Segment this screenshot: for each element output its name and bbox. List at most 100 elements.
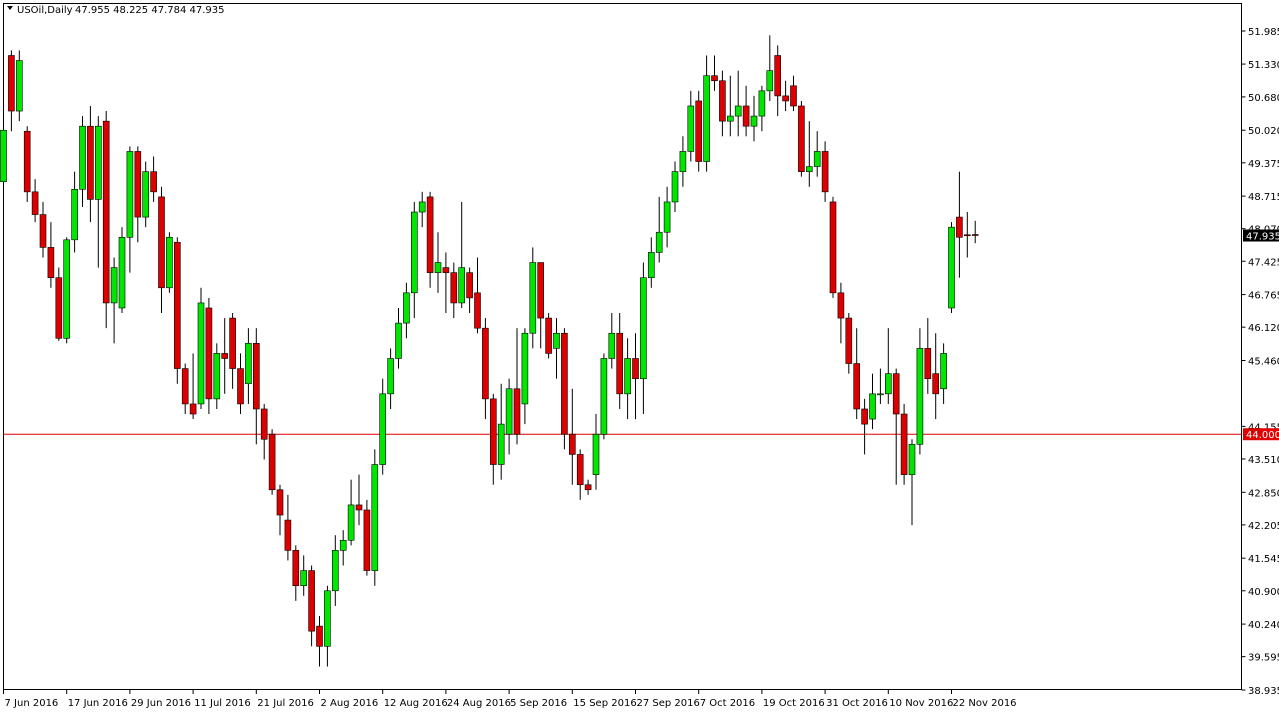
candle-body bbox=[339, 539, 347, 551]
candle-body bbox=[355, 504, 363, 511]
candle-body bbox=[134, 151, 142, 218]
candle-body bbox=[529, 262, 537, 334]
candle bbox=[956, 171, 963, 278]
x-tick-label: 22 Nov 2016 bbox=[953, 698, 1017, 709]
y-tick-label: 41.545 bbox=[1248, 554, 1279, 565]
candle-body bbox=[47, 247, 55, 278]
candle bbox=[268, 429, 276, 495]
candle-body bbox=[482, 327, 489, 400]
y-tick-label: 38.935 bbox=[1248, 686, 1279, 697]
y-tick-label: 40.240 bbox=[1248, 620, 1279, 631]
candle bbox=[379, 378, 387, 475]
candle-body bbox=[489, 398, 497, 465]
candle bbox=[174, 237, 181, 384]
candle-body bbox=[884, 373, 892, 395]
candle-body bbox=[79, 125, 86, 190]
candle bbox=[142, 161, 149, 228]
candle-body bbox=[474, 292, 481, 329]
candle-body bbox=[253, 343, 260, 410]
candle-body bbox=[87, 125, 94, 200]
candle-body bbox=[790, 85, 797, 107]
candle-body bbox=[853, 363, 861, 410]
candle bbox=[513, 328, 521, 445]
candle bbox=[466, 267, 473, 314]
candle bbox=[213, 343, 221, 409]
candle bbox=[719, 70, 726, 137]
candle bbox=[79, 116, 86, 207]
candle bbox=[837, 282, 845, 344]
candle-body bbox=[102, 120, 110, 304]
candle bbox=[260, 403, 268, 460]
y-tick-label: 51.985 bbox=[1248, 27, 1279, 38]
candle bbox=[110, 257, 118, 344]
x-tick-label: 24 Aug 2016 bbox=[447, 698, 511, 709]
candle bbox=[529, 247, 537, 349]
candle bbox=[363, 499, 371, 576]
candle-body bbox=[371, 464, 379, 571]
candle-body bbox=[837, 292, 845, 319]
candle bbox=[276, 484, 284, 536]
candle bbox=[576, 449, 584, 500]
candle bbox=[758, 85, 766, 132]
y-tick-label: 46.120 bbox=[1248, 323, 1279, 334]
candle-body bbox=[174, 242, 181, 369]
symbol-timeframe: USOil,Daily bbox=[17, 5, 73, 16]
x-tick-label: 5 Sep 2016 bbox=[510, 698, 567, 709]
x-tick-label: 10 Nov 2016 bbox=[889, 698, 953, 709]
candle-body bbox=[324, 590, 331, 647]
candle bbox=[237, 353, 244, 415]
candle bbox=[750, 95, 758, 142]
candle bbox=[734, 70, 742, 137]
candle bbox=[253, 328, 260, 445]
candle bbox=[347, 479, 355, 546]
candle-body bbox=[900, 413, 908, 475]
x-tick-label: 11 Jul 2016 bbox=[194, 698, 251, 709]
candle-body bbox=[584, 484, 592, 491]
x-tick-label: 29 Jun 2016 bbox=[131, 698, 191, 709]
candle-body bbox=[758, 90, 766, 117]
x-tick-label: 7 Jun 2016 bbox=[5, 698, 59, 709]
candle bbox=[537, 262, 545, 349]
candle-body bbox=[695, 100, 703, 162]
candle-body bbox=[229, 317, 236, 369]
candle-body bbox=[940, 353, 947, 390]
candle bbox=[308, 565, 315, 647]
last-price-label: 47.935 bbox=[1246, 232, 1279, 243]
candle bbox=[663, 186, 671, 248]
candle bbox=[829, 196, 837, 298]
candle-body bbox=[237, 368, 244, 405]
candle bbox=[292, 545, 300, 601]
chart-header: USOil,Daily 47.955 48.225 47.784 47.935 bbox=[7, 5, 225, 16]
candle bbox=[655, 196, 663, 263]
candle bbox=[892, 368, 900, 485]
candle bbox=[181, 363, 189, 415]
dropdown-arrow-icon[interactable] bbox=[7, 6, 13, 10]
x-tick-label: 21 Jul 2016 bbox=[257, 698, 314, 709]
x-tick-label: 7 Oct 2016 bbox=[700, 698, 755, 709]
candle bbox=[963, 212, 971, 258]
y-tick-label: 50.020 bbox=[1248, 126, 1279, 137]
candle-body bbox=[276, 489, 284, 516]
candle-body bbox=[458, 267, 466, 304]
candle bbox=[616, 313, 624, 409]
candle bbox=[608, 313, 616, 369]
candle bbox=[450, 262, 458, 319]
candle bbox=[561, 328, 568, 450]
candle bbox=[31, 179, 39, 223]
candle bbox=[711, 55, 718, 91]
candle-body bbox=[821, 151, 829, 193]
candle bbox=[15, 50, 23, 122]
candle-body bbox=[624, 358, 631, 395]
y-tick-label: 47.425 bbox=[1248, 257, 1279, 268]
candle-body bbox=[869, 393, 876, 420]
candle-body bbox=[663, 201, 671, 233]
candle bbox=[948, 222, 955, 314]
candle bbox=[924, 318, 932, 394]
candle bbox=[355, 474, 363, 526]
candle-body bbox=[55, 277, 63, 339]
candle-body bbox=[908, 444, 916, 475]
y-tick-label: 44.155 bbox=[1248, 422, 1279, 433]
candle-body bbox=[395, 322, 402, 359]
candle-body bbox=[497, 423, 505, 465]
candle bbox=[805, 121, 813, 187]
